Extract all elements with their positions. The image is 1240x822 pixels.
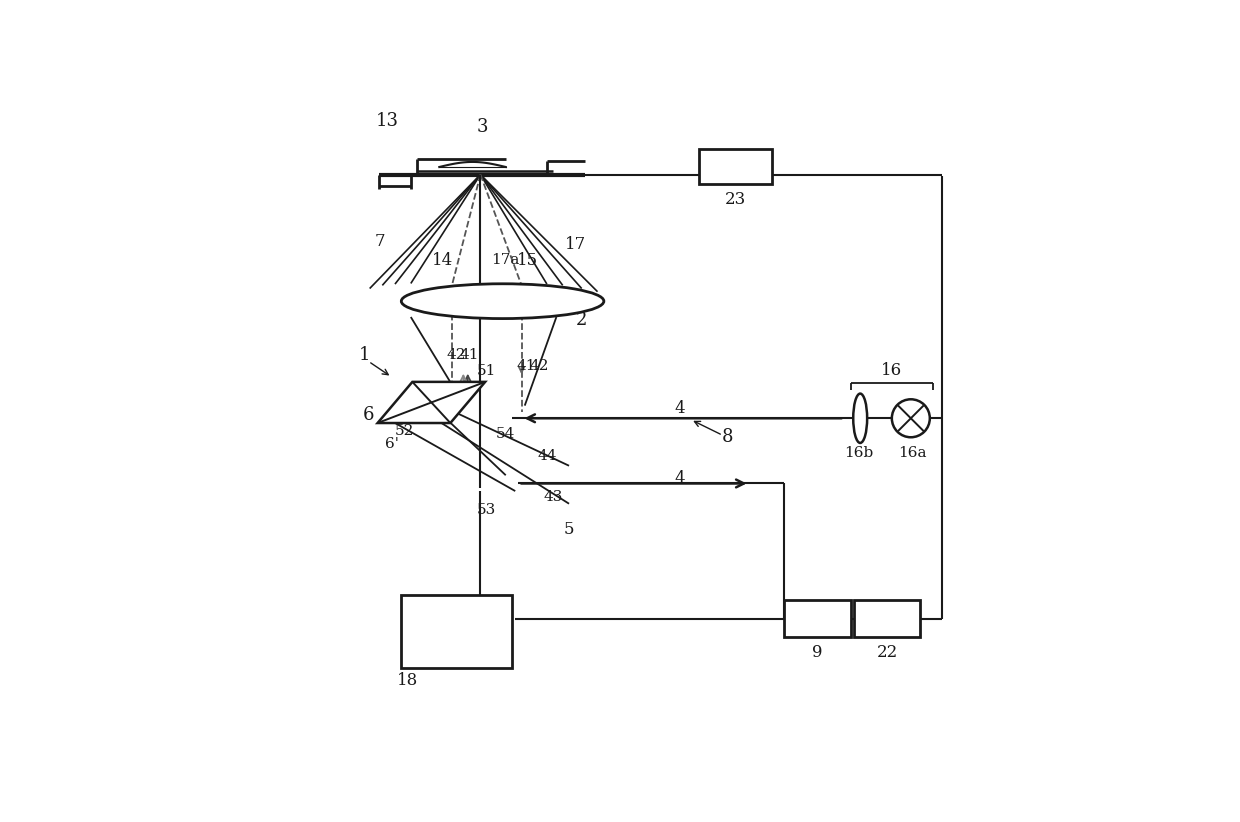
Text: 4: 4 [675, 400, 686, 418]
Text: 22: 22 [877, 644, 898, 661]
Text: 1: 1 [358, 346, 371, 364]
Ellipse shape [402, 284, 604, 319]
Text: 9: 9 [812, 644, 822, 661]
Text: 42: 42 [446, 348, 466, 362]
FancyBboxPatch shape [854, 600, 920, 636]
FancyBboxPatch shape [402, 595, 512, 668]
Text: 44: 44 [537, 450, 557, 464]
Text: 41: 41 [459, 348, 479, 362]
Text: 41: 41 [516, 359, 536, 373]
Text: 13: 13 [376, 112, 399, 130]
Text: 17: 17 [564, 236, 587, 252]
FancyBboxPatch shape [784, 600, 851, 636]
Text: 6: 6 [362, 406, 374, 424]
Text: 6': 6' [384, 436, 399, 450]
Text: 4: 4 [675, 470, 686, 487]
Text: 23: 23 [724, 192, 745, 209]
Text: 54: 54 [496, 427, 516, 441]
Text: 43: 43 [543, 491, 563, 505]
Polygon shape [377, 382, 485, 423]
Text: 17a: 17a [491, 253, 520, 267]
Text: 16a: 16a [898, 446, 926, 460]
Text: 53: 53 [477, 503, 496, 517]
Text: 2: 2 [577, 312, 588, 329]
Text: 42: 42 [529, 359, 549, 373]
Text: 16: 16 [882, 363, 903, 379]
Text: 16b: 16b [844, 446, 873, 460]
Text: 51: 51 [477, 364, 496, 378]
Text: 8: 8 [722, 428, 733, 446]
Text: 3: 3 [476, 118, 489, 136]
Text: 52: 52 [394, 424, 414, 438]
FancyBboxPatch shape [699, 150, 771, 184]
Text: 14: 14 [432, 252, 453, 269]
Text: 5: 5 [564, 520, 574, 538]
Circle shape [892, 399, 930, 437]
Text: 7: 7 [376, 233, 386, 250]
Text: 18: 18 [397, 672, 418, 690]
Text: 15: 15 [517, 252, 538, 269]
Ellipse shape [853, 394, 867, 443]
